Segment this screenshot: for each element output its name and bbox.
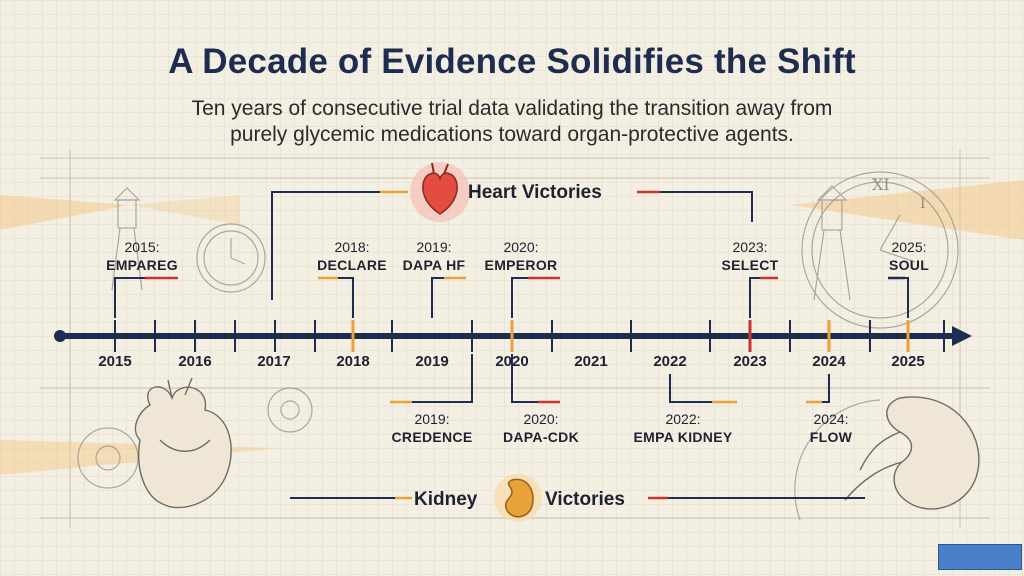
gear-icon bbox=[267, 387, 313, 433]
axis-arrowhead bbox=[952, 326, 972, 346]
anatomical-heart-icon bbox=[134, 377, 232, 509]
svg-text:I: I bbox=[920, 196, 926, 212]
axis-year-2021: 2021 bbox=[574, 353, 608, 370]
trial-name: SELECT bbox=[721, 257, 779, 273]
kidney-trial-empa-kidney: 2022: EMPA KIDNEY bbox=[634, 410, 733, 446]
heart-trial-soul: 2025: SOUL bbox=[889, 238, 929, 274]
page-subtitle: Ten years of consecutive trial data vali… bbox=[0, 96, 1024, 148]
timeline-axis bbox=[54, 326, 972, 346]
trial-name: EMPAREG bbox=[106, 257, 178, 273]
trial-year: 2025: bbox=[891, 239, 927, 255]
lighthouse-right-icon bbox=[813, 185, 851, 301]
heart-trial-select: 2023: SELECT bbox=[721, 238, 778, 274]
subtitle-line-1: Ten years of consecutive trial data vali… bbox=[191, 97, 833, 120]
heart-trial-emparg: 2015: EMPAREG bbox=[106, 238, 178, 274]
trial-name: DAPA HF bbox=[402, 257, 466, 273]
clock-right-icon: XI I bbox=[801, 171, 959, 329]
subtitle-line-2: purely glycemic medications toward organ… bbox=[230, 123, 794, 146]
trial-year: 2024: bbox=[813, 411, 849, 427]
trial-year: 2019: bbox=[414, 411, 450, 427]
axis-year-2017: 2017 bbox=[257, 353, 291, 370]
axis-year-2020: 2020 bbox=[495, 353, 529, 370]
kidney-label-left: Kidney bbox=[414, 489, 478, 510]
axis-start-dot bbox=[54, 330, 66, 342]
heart-emblem bbox=[410, 162, 470, 222]
lighthouse-left-icon bbox=[111, 187, 143, 291]
beam-top-left bbox=[0, 195, 130, 230]
heart-connector-accents bbox=[145, 190, 905, 280]
kidney-trial-credence: 2019: CREDENCE bbox=[392, 410, 473, 446]
heart-trial-emperor: 2020: EMPEROR bbox=[485, 238, 558, 274]
kidney-trial-dapa-cdk: 2020: DAPA-CDK bbox=[503, 410, 579, 446]
trial-name: EMPEROR bbox=[484, 257, 558, 273]
axis-year-2024: 2024 bbox=[812, 353, 846, 370]
trial-name: EMPA KIDNEY bbox=[633, 429, 733, 445]
heart-victories-label: Heart Victories bbox=[468, 182, 602, 203]
anatomical-kidney-icon bbox=[844, 396, 980, 510]
trial-name: FLOW bbox=[809, 429, 853, 445]
trial-year: 2022: bbox=[665, 411, 701, 427]
corner-blue-box bbox=[938, 544, 1022, 570]
kidney-icon bbox=[504, 478, 534, 518]
beam-top-right bbox=[790, 180, 1024, 240]
heart-trial-dapa-hf: 2019: DAPA HF bbox=[403, 238, 466, 274]
heart-trial-declare: 2018: DECLARE bbox=[317, 238, 387, 274]
trial-year: 2020: bbox=[523, 411, 559, 427]
highlight-ticks bbox=[351, 320, 910, 352]
clock-left-icon bbox=[196, 223, 266, 293]
kidney-connector-accents bbox=[390, 400, 822, 500]
trial-name: CREDENCE bbox=[391, 429, 473, 445]
svg-text:XI: XI bbox=[872, 175, 890, 194]
kidney-trial-flow: 2024: FLOW bbox=[810, 410, 852, 446]
kidney-label-right: Victories bbox=[545, 489, 625, 510]
axis-year-2018: 2018 bbox=[336, 353, 370, 370]
trial-name: DAPA-CDK bbox=[502, 429, 580, 445]
axis-year-2022: 2022 bbox=[653, 353, 687, 370]
trial-year: 2018: bbox=[334, 239, 370, 255]
trial-name: DECLARE bbox=[317, 257, 387, 273]
trial-year: 2023: bbox=[732, 239, 768, 255]
axis-year-2016: 2016 bbox=[178, 353, 212, 370]
axis-year-2023: 2023 bbox=[733, 353, 767, 370]
page-title: A Decade of Evidence Solidifies the Shif… bbox=[168, 42, 856, 81]
axis-year-2025: 2025 bbox=[891, 353, 925, 370]
trial-name: SOUL bbox=[888, 257, 930, 273]
trial-year: 2015: bbox=[124, 239, 160, 255]
axis-year-2015: 2015 bbox=[98, 353, 132, 370]
trial-year: 2019: bbox=[416, 239, 452, 255]
axis-year-2019: 2019 bbox=[415, 353, 449, 370]
trial-year: 2020: bbox=[503, 239, 539, 255]
axis-ticks bbox=[114, 320, 945, 352]
heart-icon bbox=[422, 172, 458, 215]
beam-top-left-2 bbox=[130, 195, 240, 225]
kidney-emblem bbox=[494, 474, 542, 522]
